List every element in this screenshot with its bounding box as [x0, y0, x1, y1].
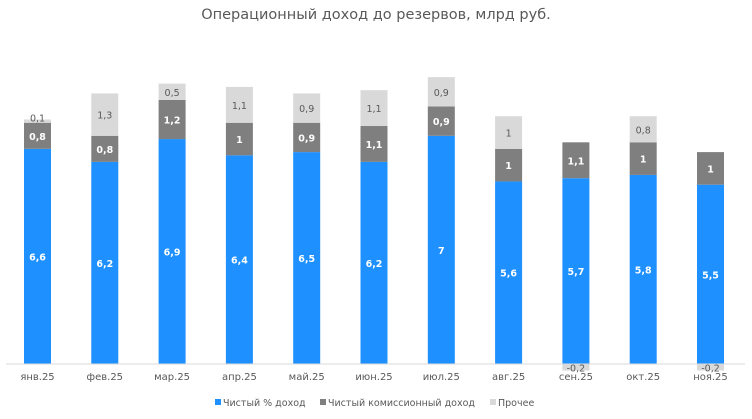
bar-segment-0	[225, 155, 253, 364]
data-label: 0,1	[30, 114, 45, 125]
data-label: 6,6	[29, 252, 46, 263]
data-label: 1,3	[97, 111, 112, 122]
bar-segment-2	[91, 93, 119, 136]
bar-segment-0	[697, 184, 724, 364]
bar-segment-1	[360, 126, 388, 162]
bar-segment-1	[91, 135, 119, 162]
bar-segment-0	[360, 161, 388, 364]
x-tick-label: апр.25	[222, 372, 257, 383]
x-tick-label: мар.25	[154, 372, 190, 383]
data-label: 0,8	[96, 145, 113, 156]
bar-segment-0	[293, 152, 321, 364]
bar-segment-1	[293, 122, 321, 153]
legend: Чистый % доход Чистый комиссионный доход П…	[215, 398, 534, 409]
data-label: -0,2	[701, 363, 720, 374]
data-label: 1,2	[164, 116, 181, 127]
data-label: 1	[505, 161, 512, 172]
bar-segment-2	[158, 83, 186, 100]
data-label: 6,2	[96, 259, 113, 270]
data-label: 5,8	[635, 265, 652, 276]
x-tick-label: май.25	[289, 372, 325, 383]
data-label: 1,1	[366, 104, 381, 115]
x-tick-label: авг.25	[492, 372, 525, 383]
bar-segment-0	[158, 139, 186, 364]
data-label: -0,2	[567, 363, 586, 374]
bar-segment-2	[360, 90, 388, 127]
chart-title: Операционный доход до резервов, млрд руб…	[201, 7, 551, 23]
bar-segment-1	[495, 148, 523, 182]
legend-label: Чистый % доход	[223, 398, 306, 409]
legend-swatch	[490, 399, 496, 405]
bar-segment-1	[24, 122, 51, 149]
bar-segment-1	[427, 106, 455, 136]
data-label: 7	[438, 246, 445, 257]
data-label: 5,6	[500, 269, 517, 280]
bar-segment-2	[697, 364, 724, 371]
legend-swatch	[215, 399, 221, 405]
bar-segment-2	[293, 93, 321, 123]
data-label: 0,8	[29, 132, 46, 143]
bar-segment-0	[24, 148, 51, 364]
legend-label: Прочее	[498, 398, 534, 409]
data-label: 6,5	[298, 254, 315, 265]
data-label: 5,5	[702, 270, 719, 281]
bar-segment-2	[427, 77, 455, 107]
bar-segment-0	[495, 181, 523, 364]
x-tick-label: окт.25	[626, 372, 660, 383]
bar-segment-0	[91, 161, 119, 364]
bar-segment-1	[225, 122, 253, 156]
data-label: 0,5	[165, 88, 180, 99]
bar-segment-1	[697, 152, 724, 185]
bars: 6,6 0,8 0,1 6,2 0,8 1,3 6,9 1,2 0,5 6,4 1 1,1 6,5 0,9…	[24, 77, 724, 374]
bar-segment-0	[629, 174, 657, 364]
data-label: 1	[707, 164, 714, 175]
legend-swatch	[320, 399, 326, 405]
bar-segment-1	[629, 142, 657, 175]
x-tick-label: фев.25	[87, 372, 124, 383]
legend-label: Чистый комиссионный доход	[328, 398, 475, 409]
data-label: 0,9	[433, 117, 450, 128]
data-label: 6,4	[231, 256, 248, 267]
data-label: 0,9	[299, 104, 314, 115]
x-axis-ticks: янв.25 фев.25 мар.25 апр.25 май.25 июн.25 июл.…	[20, 372, 727, 383]
x-tick-label: сен.25	[559, 372, 593, 383]
bar-segment-2	[225, 86, 253, 123]
x-tick-label: янв.25	[20, 372, 54, 383]
bar-segment-1	[562, 142, 590, 179]
data-label: 0,8	[636, 125, 651, 136]
bar-segment-0	[562, 178, 590, 364]
data-label: 1	[640, 155, 647, 166]
bar-segment-2	[495, 116, 523, 149]
data-label: 0,9	[298, 133, 315, 144]
x-tick-label: июл.25	[423, 372, 460, 383]
data-label: 0,9	[434, 88, 449, 99]
data-label: 6,9	[164, 248, 181, 259]
bar-segment-0	[427, 135, 455, 364]
bar-segment-2	[629, 116, 657, 143]
data-label: 1,1	[366, 140, 383, 151]
data-label: 6,2	[366, 259, 383, 270]
data-label: 1	[236, 135, 243, 146]
bar-segment-2	[562, 364, 590, 371]
data-label: 1,1	[232, 101, 247, 112]
bar-segment-2	[24, 119, 51, 123]
bar-segment-1	[158, 99, 186, 140]
data-label: 1,1	[567, 156, 584, 167]
x-tick-label: июн.25	[355, 372, 392, 383]
x-tick-label: ноя.25	[693, 372, 728, 383]
data-label: 5,7	[567, 267, 584, 278]
data-label: 1	[506, 129, 512, 140]
